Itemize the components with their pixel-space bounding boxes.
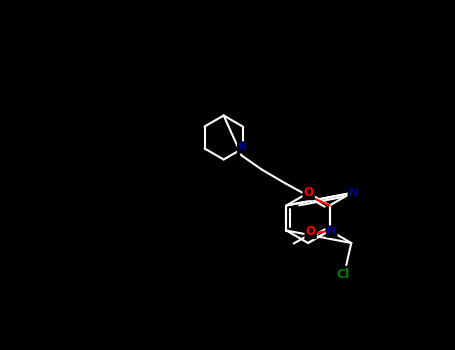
Text: O: O [306, 225, 316, 238]
Text: Cl: Cl [337, 268, 350, 281]
Text: O: O [303, 186, 313, 199]
Text: N: N [349, 188, 358, 198]
Text: N: N [327, 226, 336, 237]
Text: N: N [238, 142, 248, 153]
